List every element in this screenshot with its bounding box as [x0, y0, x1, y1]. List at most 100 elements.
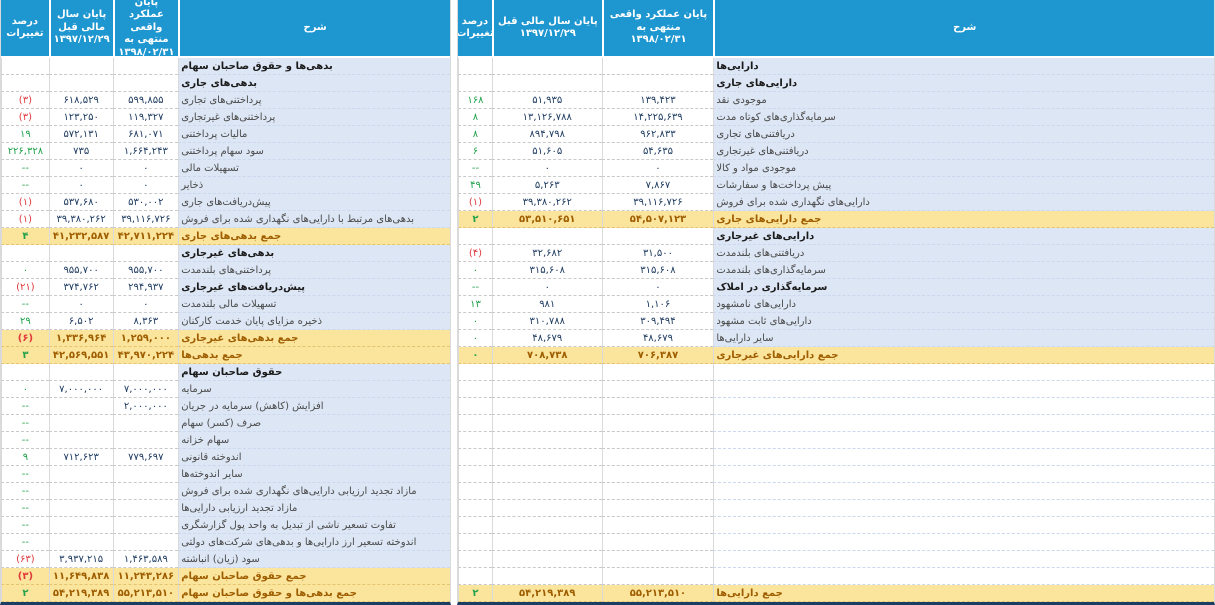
previous-year-value-cell: ۰: [48, 160, 113, 177]
percent-change-cell: ۹: [1, 449, 49, 466]
previous-year-value-cell: ۳۹,۳۸۰,۲۶۲: [491, 194, 602, 211]
description-header-label: شرح: [303, 21, 327, 33]
previous-year-column-header: پایان سال مالی قبل ۱۳۹۷/۱۲/۲۹: [491, 0, 602, 56]
actual-value-cell: ۲,۰۰۰,۰۰۰: [112, 398, 179, 415]
table-row: ۲ ۵۴,۲۱۹,۳۸۹ ۵۵,۲۱۳,۵۱۰ جمع بدهی‌ها و حقوق …: [1, 585, 450, 602]
table-row: ۲ ۵۳,۵۱۰,۶۵۱ ۵۴,۵۰۷,۱۲۳ جمع دارایی‌های جاری: [458, 211, 1214, 228]
description-cell: دارایی‌های ثابت مشهود: [713, 313, 1214, 330]
table-row: ۲ ۵۴,۲۱۹,۳۸۹ ۵۵,۲۱۳,۵۱۰ جمع دارایی‌ها: [458, 585, 1214, 602]
previous-year-value-cell: ۹۸۱: [491, 296, 602, 313]
actual-value-cell: [112, 466, 179, 483]
description-cell: جمع دارایی‌های جاری: [713, 211, 1214, 228]
previous-year-value-cell: ۷۳۵: [48, 143, 113, 160]
liabilities-table-body: بدهی‌ها و حقوق صاحبان سهام بدهی‌های جاری(…: [1, 58, 450, 602]
table-row: -- سهام خزانه: [1, 432, 450, 449]
percent-change-cell: [458, 75, 492, 92]
previous-year-value-cell: ۵۱,۶۰۵: [491, 143, 602, 160]
previous-year-header-label: پایان سال مالی قبل: [497, 15, 598, 27]
description-cell: بدهی‌ها و حقوق صاحبان سهام: [178, 58, 450, 75]
actual-value-cell: [601, 432, 714, 449]
actual-value-cell: ۹۵۵,۷۰۰: [112, 262, 179, 279]
actual-value-cell: ۰: [112, 296, 179, 313]
previous-year-value-cell: [48, 398, 113, 415]
actual-value-cell: [601, 534, 714, 551]
table-row: [458, 432, 1214, 449]
table-row: ۰ ۴۸,۶۷۹ ۴۸,۶۷۹ سایر دارایی‌ها: [458, 330, 1214, 347]
table-row: ۰ ۷۰۸,۷۳۸ ۷۰۶,۳۸۷ جمع دارایی‌های غیرجاری: [458, 347, 1214, 364]
actual-value-cell: ۰: [601, 160, 714, 177]
previous-year-value-cell: [491, 517, 602, 534]
percent-change-cell: ۴۹: [458, 177, 492, 194]
description-cell: تسهیلات مالی بلندمدت: [178, 296, 450, 313]
percent-change-cell: --: [1, 432, 49, 449]
previous-year-value-cell: [48, 75, 113, 92]
description-cell: [713, 551, 1214, 568]
table-row: [458, 483, 1214, 500]
table-row: (۴) ۳۲,۶۸۲ ۳۱,۵۰۰ دریافتنی‌های بلندمدت: [458, 245, 1214, 262]
percent-change-cell: ۲۲۶,۳۲۸: [1, 143, 49, 160]
description-cell: پرداختنی‌های تجاری: [178, 92, 450, 109]
actual-value-cell: ۲۹۴,۹۳۷: [112, 279, 179, 296]
percent-change-cell: [1, 58, 49, 75]
table-row: [458, 534, 1214, 551]
description-cell: دارایی‌های جاری: [713, 75, 1214, 92]
description-header-label: شرح: [953, 21, 977, 33]
table-row: [458, 381, 1214, 398]
actual-period-header-label: پایان عملکرد واقعی منتهی به: [124, 0, 169, 46]
actual-value-cell: ۷۰۶,۳۸۷: [601, 347, 714, 364]
previous-year-value-cell: [491, 415, 602, 432]
actual-value-cell: [601, 466, 714, 483]
percent-change-cell: [458, 58, 492, 75]
percent-change-cell: ۲: [458, 211, 492, 228]
description-cell: جمع بدهی‌های جاری: [178, 228, 450, 245]
description-column-header: شرح: [713, 0, 1215, 56]
previous-year-value-cell: ۳۱۵,۶۰۸: [491, 262, 602, 279]
description-cell: دریافتنی‌های بلندمدت: [713, 245, 1214, 262]
table-row: ۴۹ ۵,۲۶۳ ۷,۸۶۷ پیش پرداخت‌ها و سفارشات: [458, 177, 1214, 194]
percent-change-cell: (۴): [458, 245, 492, 262]
percent-change-cell: --: [1, 177, 49, 194]
table-row: ۶ ۵۱,۶۰۵ ۵۴,۶۳۵ دریافتنی‌های غیرتجاری: [458, 143, 1214, 160]
table-row: ۴ ۴۱,۲۳۲,۵۸۷ ۴۲,۷۱۱,۲۲۴ جمع بدهی‌های جاری: [1, 228, 450, 245]
percent-change-cell: [458, 551, 492, 568]
actual-period-column-header: پایان عملکرد واقعی منتهی به ۱۳۹۸/۰۲/۳۱: [112, 0, 179, 56]
percent-change-cell: (۳): [1, 568, 49, 585]
actual-period-date: ۱۳۹۸/۰۲/۳۱: [118, 46, 175, 56]
previous-year-value-cell: [491, 568, 602, 585]
percent-change-cell: --: [1, 296, 49, 313]
description-cell: ذخایر: [178, 177, 450, 194]
table-row: (۳) ۱۱,۶۴۹,۸۳۸ ۱۱,۲۴۳,۲۸۶ جمع حقوق صاحبان س…: [1, 568, 450, 585]
actual-value-cell: [601, 381, 714, 398]
percent-change-header-label: درصد تغییرات: [6, 15, 44, 40]
description-cell: [713, 364, 1214, 381]
table-row: بدهی‌های غیرجاری: [1, 245, 450, 262]
percent-change-cell: [458, 432, 492, 449]
table-row: [458, 500, 1214, 517]
actual-value-cell: ۴۲,۷۱۱,۲۲۴: [112, 228, 179, 245]
description-cell: جمع بدهی‌ها و حقوق صاحبان سهام: [178, 585, 450, 602]
percent-change-cell: ۶: [458, 143, 492, 160]
percent-change-cell: ۸: [458, 126, 492, 143]
description-cell: مازاد تجدید ارزیابی دارایی‌های نگهداری ش…: [178, 483, 450, 500]
percent-change-cell: [458, 534, 492, 551]
actual-value-cell: [112, 517, 179, 534]
previous-year-value-cell: ۵۱,۹۳۵: [491, 92, 602, 109]
previous-year-value-cell: ۸۹۴,۷۹۸: [491, 126, 602, 143]
percent-change-cell: [458, 466, 492, 483]
percent-change-cell: ۴: [1, 228, 49, 245]
previous-year-value-cell: ۶۱۸,۵۲۹: [48, 92, 113, 109]
actual-value-cell: ۵۵,۲۱۳,۵۱۰: [112, 585, 179, 602]
table-row: ۲۲۶,۳۲۸ ۷۳۵ ۱,۶۶۴,۲۴۳ سود سهام پرداختنی: [1, 143, 450, 160]
percent-change-cell: [458, 415, 492, 432]
previous-year-header-label: پایان سال مالی قبل: [57, 9, 107, 33]
percent-change-cell: [458, 449, 492, 466]
previous-year-value-cell: [491, 364, 602, 381]
previous-year-value-cell: ۳۷۴,۷۶۲: [48, 279, 113, 296]
previous-year-value-cell: [491, 75, 602, 92]
description-cell: جمع بدهی‌ها: [178, 347, 450, 364]
previous-year-date: ۱۳۹۷/۱۲/۲۹: [53, 34, 110, 46]
actual-value-cell: ۱۳۹,۴۲۳: [601, 92, 714, 109]
actual-value-cell: [601, 398, 714, 415]
description-cell: [713, 381, 1214, 398]
percent-change-cell: ۰: [1, 262, 49, 279]
